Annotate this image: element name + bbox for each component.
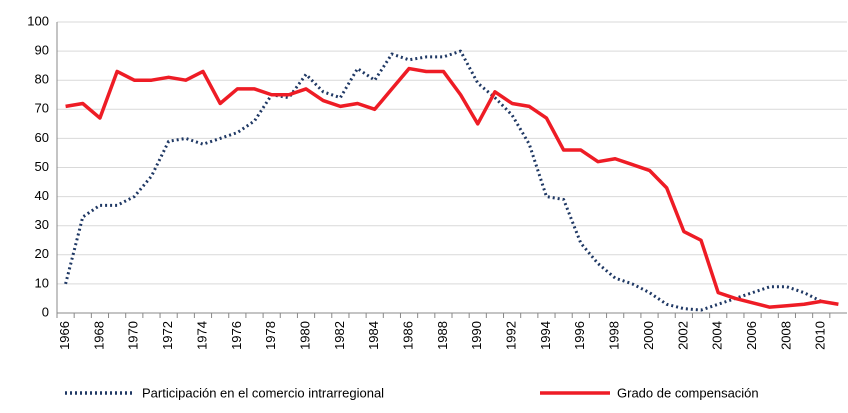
x-tick-label: 1976	[229, 321, 244, 350]
x-tick-label: 1994	[538, 321, 553, 350]
x-tick-label: 2008	[778, 321, 793, 350]
x-tick-label: 1996	[572, 321, 587, 350]
x-tick-label: 1974	[194, 321, 209, 350]
x-tick-label: 1978	[263, 321, 278, 350]
y-tick-label: 10	[35, 275, 49, 290]
x-tick-label: 1988	[435, 321, 450, 350]
x-tick-label: 1990	[469, 321, 484, 350]
y-tick-label: 100	[27, 13, 49, 28]
x-tick-label: 1980	[297, 321, 312, 350]
x-tick-label: 2006	[744, 321, 759, 350]
x-tick-label: 1982	[332, 321, 347, 350]
series-line	[65, 66, 839, 309]
y-tick-label: 90	[35, 43, 49, 58]
y-tick-label: 70	[35, 101, 49, 116]
y-tick-label: 60	[35, 130, 49, 145]
x-tick-label: 1992	[504, 321, 519, 350]
x-tick-label: 1972	[160, 321, 175, 350]
y-tick-label: 0	[42, 304, 49, 319]
y-tick-label: 40	[35, 188, 49, 203]
x-tick-label: 1966	[57, 321, 72, 350]
x-tick-label: 2002	[675, 321, 690, 350]
x-tick-label: 1986	[401, 321, 416, 350]
x-tick-label: 2004	[710, 321, 725, 350]
y-tick-label: 50	[35, 159, 49, 174]
x-tick-label: 1968	[91, 321, 106, 350]
x-tick-label: 1984	[366, 321, 381, 350]
x-tick-label: 1998	[607, 321, 622, 350]
legend-label: Participación en el comercio intrarregio…	[142, 385, 384, 400]
x-tick-label: 1970	[126, 321, 141, 350]
y-tick-label: 80	[35, 72, 49, 87]
y-tick-label: 20	[35, 246, 49, 261]
legend-label: Grado de compensación	[617, 385, 759, 400]
series-line	[64, 49, 822, 312]
x-tick-label: 2010	[813, 321, 828, 350]
x-tick-label: 2000	[641, 321, 656, 350]
y-tick-label: 30	[35, 217, 49, 232]
